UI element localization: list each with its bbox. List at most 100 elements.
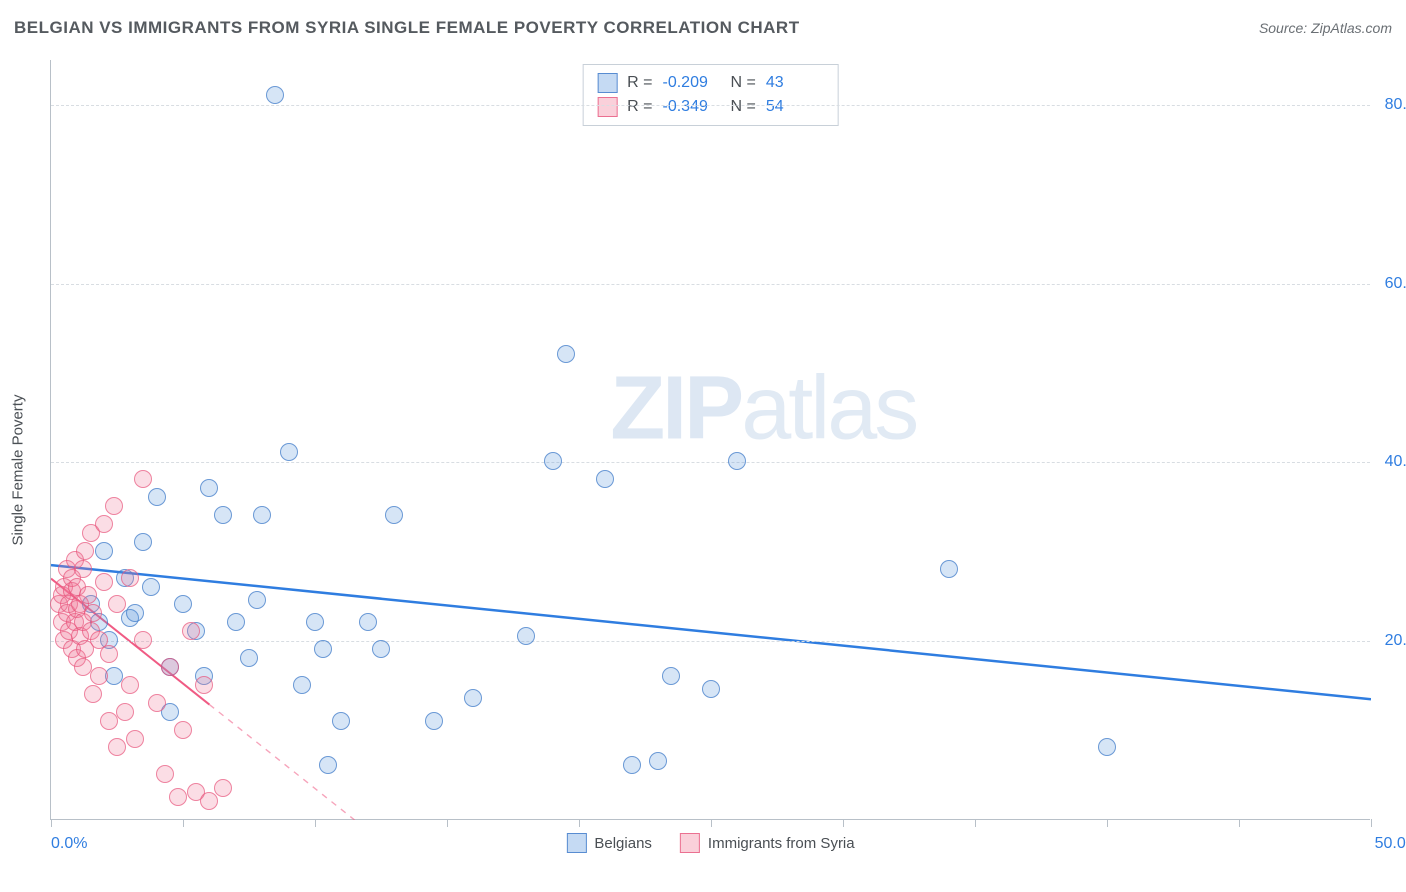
data-point <box>425 712 443 730</box>
swatch-pink-icon <box>680 833 700 853</box>
data-point <box>84 604 102 622</box>
legend-item: Immigrants from Syria <box>680 833 855 853</box>
swatch-blue-icon <box>566 833 586 853</box>
data-point <box>372 640 390 658</box>
data-point <box>74 560 92 578</box>
x-tick <box>1371 819 1372 827</box>
data-point <box>116 703 134 721</box>
chart-container: Single Female Poverty ZIPatlas R = -0.20… <box>40 60 1390 880</box>
data-point <box>121 676 139 694</box>
data-point <box>200 792 218 810</box>
y-tick-label: 80.0% <box>1385 96 1406 114</box>
data-point <box>702 680 720 698</box>
data-point <box>79 586 97 604</box>
data-point <box>557 345 575 363</box>
data-point <box>126 604 144 622</box>
n-label: N = <box>731 98 756 116</box>
swatch-pink-icon <box>597 97 617 117</box>
x-tick <box>1107 819 1108 827</box>
data-point <box>266 86 284 104</box>
gridline <box>51 641 1370 642</box>
data-point <box>195 676 213 694</box>
data-point <box>95 542 113 560</box>
data-point <box>319 756 337 774</box>
data-point <box>314 640 332 658</box>
data-point <box>121 569 139 587</box>
stats-row: R = -0.349 N = 54 <box>597 95 824 119</box>
data-point <box>174 595 192 613</box>
x-tick <box>51 819 52 827</box>
data-point <box>728 452 746 470</box>
data-point <box>214 779 232 797</box>
data-point <box>464 689 482 707</box>
data-point <box>240 649 258 667</box>
y-axis-label: Single Female Poverty <box>10 395 27 546</box>
swatch-blue-icon <box>597 73 617 93</box>
chart-header: BELGIAN VS IMMIGRANTS FROM SYRIA SINGLE … <box>14 18 1392 38</box>
bottom-legend: Belgians Immigrants from Syria <box>566 833 854 853</box>
x-tick <box>843 819 844 827</box>
x-tick <box>975 819 976 827</box>
data-point <box>108 738 126 756</box>
data-point <box>385 506 403 524</box>
data-point <box>227 613 245 631</box>
watermark: ZIPatlas <box>610 358 916 461</box>
watermark-zip: ZIP <box>610 359 741 459</box>
data-point <box>134 533 152 551</box>
x-tick <box>1239 819 1240 827</box>
x-tick <box>315 819 316 827</box>
watermark-rest: atlas <box>741 359 916 459</box>
data-point <box>174 721 192 739</box>
data-point <box>169 788 187 806</box>
data-point <box>182 622 200 640</box>
data-point <box>105 497 123 515</box>
data-point <box>544 452 562 470</box>
plot-area: ZIPatlas R = -0.209 N = 43 R = -0.349 N … <box>50 60 1370 820</box>
data-point <box>100 645 118 663</box>
legend-label: Immigrants from Syria <box>708 835 855 852</box>
x-tick <box>183 819 184 827</box>
gridline <box>51 105 1370 106</box>
data-point <box>108 595 126 613</box>
data-point <box>76 542 94 560</box>
data-point <box>200 479 218 497</box>
data-point <box>95 573 113 591</box>
data-point <box>662 667 680 685</box>
data-point <box>596 470 614 488</box>
data-point <box>214 506 232 524</box>
y-tick-label: 40.0% <box>1385 453 1406 471</box>
n-value: 43 <box>766 74 824 92</box>
data-point <box>142 578 160 596</box>
data-point <box>280 443 298 461</box>
chart-source: Source: ZipAtlas.com <box>1259 20 1392 36</box>
gridline <box>51 284 1370 285</box>
data-point <box>332 712 350 730</box>
x-axis-max-label: 50.0% <box>1375 835 1406 853</box>
data-point <box>293 676 311 694</box>
gridline <box>51 462 1370 463</box>
r-label: R = <box>627 74 652 92</box>
data-point <box>84 685 102 703</box>
y-tick-label: 60.0% <box>1385 275 1406 293</box>
data-point <box>940 560 958 578</box>
data-point <box>134 470 152 488</box>
data-point <box>161 658 179 676</box>
data-point <box>156 765 174 783</box>
r-value: -0.349 <box>663 98 721 116</box>
data-point <box>248 591 266 609</box>
trend-lines <box>51 60 1371 820</box>
legend-label: Belgians <box>594 835 652 852</box>
x-tick <box>447 819 448 827</box>
data-point <box>134 631 152 649</box>
data-point <box>148 694 166 712</box>
stats-box: R = -0.209 N = 43 R = -0.349 N = 54 <box>582 64 839 126</box>
data-point <box>148 488 166 506</box>
data-point <box>1098 738 1116 756</box>
chart-title: BELGIAN VS IMMIGRANTS FROM SYRIA SINGLE … <box>14 18 800 38</box>
data-point <box>359 613 377 631</box>
trend-line <box>51 565 1371 699</box>
data-point <box>126 730 144 748</box>
legend-item: Belgians <box>566 833 652 853</box>
x-tick <box>579 819 580 827</box>
y-tick-label: 20.0% <box>1385 632 1406 650</box>
